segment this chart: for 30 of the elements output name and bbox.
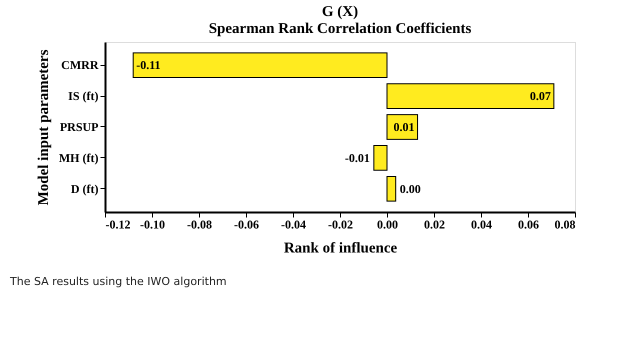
y-tick-label: MH (ft) [58, 150, 98, 165]
y-tick-label: PRSUP [60, 120, 98, 134]
y-tick-label: D (ft) [70, 182, 98, 196]
x-tick-label: 0.06 [518, 218, 539, 232]
x-tick-label: -0.04 [281, 218, 306, 232]
x-tick-label: -0.08 [187, 218, 212, 232]
y-axis-title: Model input parameters [36, 49, 52, 206]
bar [386, 176, 396, 202]
bar [386, 83, 554, 109]
x-tick-label: 0.00 [377, 218, 398, 232]
y-tick-label: IS (ft) [68, 89, 99, 104]
text: The SA results using the IWO algorithm [9, 275, 227, 288]
x-tick-label: 0.02 [424, 218, 445, 232]
data-label: 0.07 [530, 89, 551, 104]
x-tick-label: 0.04 [471, 218, 492, 232]
x-axis-title: Rank of influence [284, 240, 398, 256]
bar [132, 52, 388, 78]
chart-subtitle: Spearman Rank Correlation Coefficients [208, 21, 472, 37]
x-tick-label: -0.10 [140, 218, 165, 232]
bar [373, 145, 388, 171]
y-tick-label: CMRR [61, 58, 99, 72]
x-tick-label: 0.08 [554, 218, 576, 232]
x-tick-label: -0.12 [106, 218, 130, 232]
x-tick-label: -0.02 [328, 218, 353, 232]
chart-title: G (X) [322, 4, 358, 20]
data-label: 0.00 [400, 182, 421, 196]
data-label: 0.01 [394, 120, 415, 134]
x-tick-label: -0.06 [234, 218, 259, 232]
data-label: -0.01 [344, 150, 370, 165]
data-label: -0.11 [136, 58, 161, 72]
